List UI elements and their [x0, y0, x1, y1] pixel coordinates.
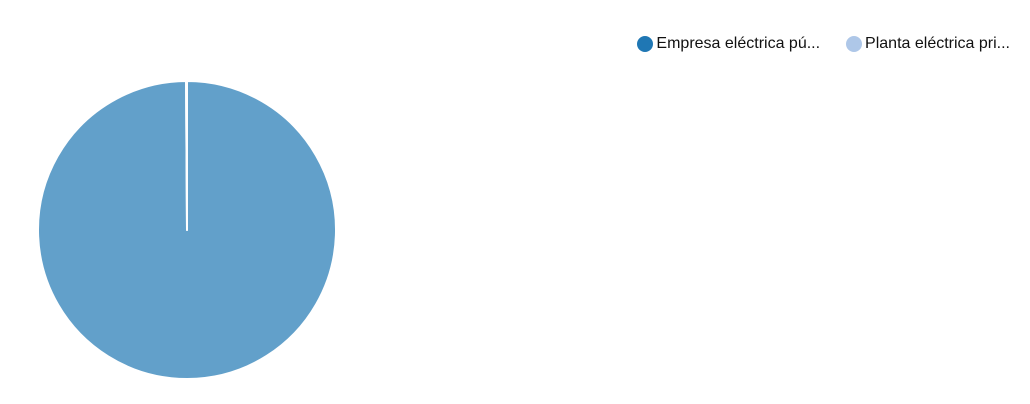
legend-swatch-planta-electrica	[846, 36, 863, 52]
legend-item-empresa-electrica[interactable]: Empresa eléctrica pú...	[637, 34, 820, 54]
pie-slice-1[interactable]	[185, 80, 188, 231]
legend-label-planta-electrica: Planta eléctrica pri...	[865, 35, 1010, 52]
legend: Empresa eléctrica pú... Planta eléctrica…	[637, 34, 1010, 54]
legend-label-empresa-electrica: Empresa eléctrica pú...	[656, 35, 821, 52]
legend-swatch-empresa-electrica	[637, 36, 654, 52]
legend-item-planta-electrica[interactable]: Planta eléctrica pri...	[846, 34, 1010, 54]
